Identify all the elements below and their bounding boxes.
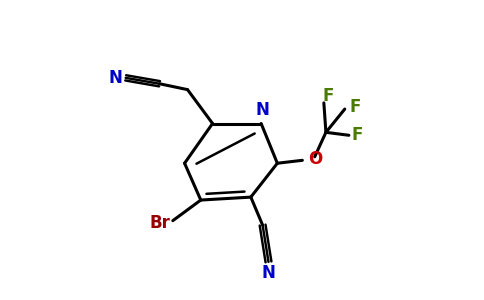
Text: F: F	[323, 87, 334, 105]
Text: F: F	[349, 98, 361, 116]
Text: Br: Br	[150, 214, 170, 232]
Text: O: O	[308, 150, 322, 168]
Text: F: F	[352, 126, 363, 144]
Text: N: N	[108, 69, 122, 87]
Text: N: N	[256, 101, 270, 119]
Text: N: N	[261, 264, 275, 282]
